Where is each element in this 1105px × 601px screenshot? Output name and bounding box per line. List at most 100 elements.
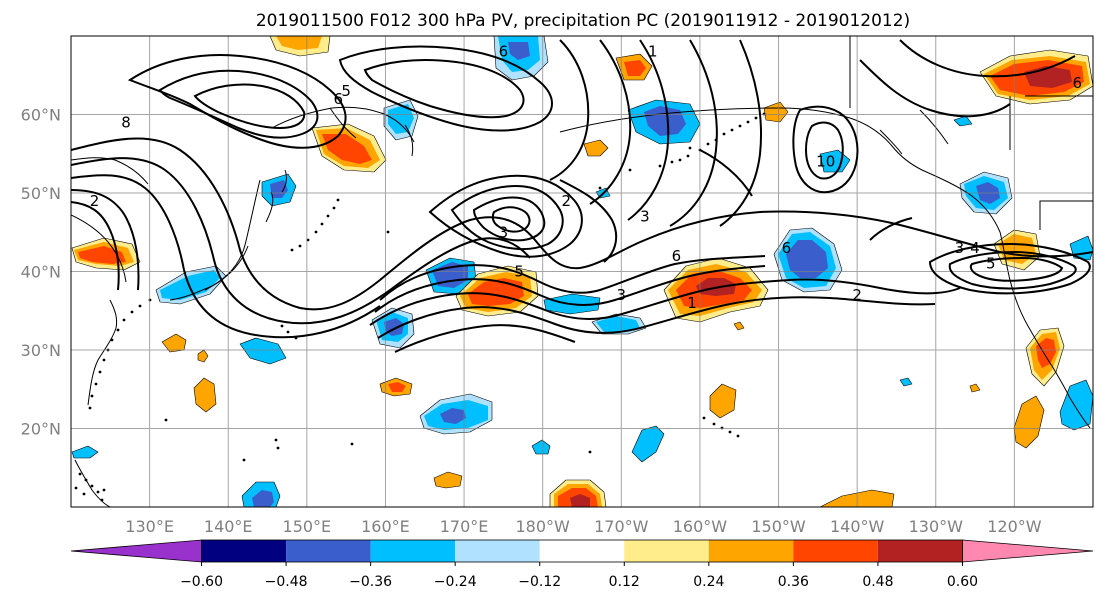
pv-contour-label: 2 <box>90 192 100 210</box>
island-dot <box>298 244 302 248</box>
colorbar-tick-label: −0.12 <box>518 574 561 590</box>
colorbar-tick-label: 0.24 <box>693 574 724 590</box>
lat-tick-label: 20°N <box>21 420 61 439</box>
precip-anomaly-contour-fill <box>570 494 590 507</box>
pv-contour-label: 8 <box>121 113 131 131</box>
pv-contour-label: 3 <box>955 239 965 257</box>
graticule <box>71 36 1093 507</box>
pv-contour-label: 5 <box>514 263 524 281</box>
island-dot <box>588 450 592 454</box>
island-dot <box>738 124 742 128</box>
island-dot <box>274 438 278 442</box>
precip-anomaly-contour-fill <box>1013 395 1045 449</box>
precip-anomaly-contour-fill <box>1059 379 1093 431</box>
lon-tick-label: 180°W <box>516 517 571 536</box>
precip-anomaly-contour-fill <box>276 36 322 50</box>
colorbar-high-extend <box>962 539 1094 563</box>
precip-anomaly-contour-fill <box>953 115 973 127</box>
precip-anomaly-patch <box>433 471 463 489</box>
island-dot <box>706 142 710 146</box>
pv-contour-label: 3 <box>640 208 650 226</box>
pv-contour-label: 2 <box>852 286 862 304</box>
island-dot <box>336 198 340 202</box>
pv-contour-label: 2 <box>562 192 572 210</box>
island-dot <box>688 146 692 150</box>
island-dot <box>332 206 336 210</box>
lon-tick-label: 170°E <box>440 517 489 536</box>
precip-anomaly-contour-fill <box>596 316 640 332</box>
pv-contour-label: 5 <box>341 82 351 100</box>
latitude-labels: 60°N 50°N 40°N 30°N 20°N <box>21 106 61 439</box>
island-dot <box>670 160 674 164</box>
colorbar-cells <box>70 539 1094 563</box>
lon-tick-label: 150°W <box>751 517 806 536</box>
colorbar-labels: −0.60 −0.48 −0.36 −0.24 −0.12 0.12 0.24 0.36 0.4… <box>180 562 978 590</box>
pv-contour-label: 6 <box>672 247 682 265</box>
island-dot <box>286 330 290 334</box>
colorbar-tick-label: 0.36 <box>778 574 809 590</box>
precip-anomaly-contour-fill <box>433 471 463 489</box>
island-dot <box>122 318 126 322</box>
island-dot <box>686 154 690 158</box>
pv-contour-label: 4 <box>970 239 980 257</box>
pv-contour-label: 6 <box>334 90 344 108</box>
island-dot <box>326 214 330 218</box>
pv-contour-label: 1 <box>648 43 658 61</box>
lon-tick-label: 130°W <box>909 517 964 536</box>
island-dot <box>290 248 294 252</box>
island-dot <box>712 422 716 426</box>
precip-anomaly-patch <box>631 425 665 463</box>
island-dot <box>730 128 734 132</box>
colorbar-tick-label: −0.24 <box>434 574 477 590</box>
figure-title: 2019011500 F012 300 hPa PV, precipitatio… <box>256 11 910 31</box>
longitude-labels: 130°E 140°E 150°E 160°E 170°E 180°W 170°W 160°W… <box>125 517 1041 536</box>
lon-tick-label: 160°W <box>673 517 728 536</box>
island-dot <box>138 304 142 308</box>
precip-anomaly-contour-fill <box>763 101 789 123</box>
precip-anomaly-patch <box>71 237 141 271</box>
precip-anomaly-patch <box>311 123 387 173</box>
pv-contour-label: 1 <box>687 294 697 312</box>
precip-anomaly-contour-fill <box>733 321 745 331</box>
precip-anomaly-patch <box>71 445 99 459</box>
precip-anomaly-patch <box>155 265 227 305</box>
precip-anomaly-contour-fill <box>252 490 274 507</box>
lon-tick-label: 130°E <box>125 517 174 536</box>
colorbar-tick-label: −0.60 <box>180 574 223 590</box>
island-dot <box>276 446 280 450</box>
island-dot <box>702 416 706 420</box>
island-dot <box>628 168 632 172</box>
island-dot <box>82 492 86 496</box>
precip-anomaly-contour-fill <box>197 349 209 363</box>
lon-tick-label: 160°E <box>361 517 410 536</box>
island-dot <box>74 486 78 490</box>
island-dot <box>386 230 390 234</box>
precip-anomaly-contour-fill <box>322 134 372 164</box>
precip-anomaly-contour-fill <box>969 383 981 393</box>
precip-anomaly-contour-fill <box>160 270 220 300</box>
precip-anomaly-patch <box>193 377 217 413</box>
coastlines <box>71 36 1093 507</box>
colorbar-low-extend <box>70 539 202 563</box>
precip-anomaly-contour-fill <box>388 104 414 134</box>
lat-tick-label: 60°N <box>21 106 61 125</box>
island-dot <box>280 324 284 328</box>
precip-anomaly-contour-fill <box>440 408 466 424</box>
colorbar-cell <box>877 540 963 562</box>
pv-contour-label: 6 <box>782 239 792 257</box>
colorbar-tick-label: 0.48 <box>862 574 893 590</box>
island-dot <box>754 116 758 120</box>
precip-anomaly-patch <box>953 115 973 127</box>
precip-anomaly-contour-fill <box>786 240 828 278</box>
island-chains <box>74 112 766 502</box>
lon-tick-label: 140°W <box>830 517 885 536</box>
precip-anomaly-patch <box>549 479 607 507</box>
colorbar-tick-label: 0.12 <box>609 574 640 590</box>
precip-anomaly-contour-fill <box>631 425 665 463</box>
island-dot <box>242 458 246 462</box>
island-dot <box>314 230 318 234</box>
colorbar: −0.60 −0.48 −0.36 −0.24 −0.12 0.12 0.24 0.36 0.4… <box>70 539 1094 590</box>
island-dot <box>94 382 98 386</box>
precip-anomaly-patch <box>419 393 493 435</box>
